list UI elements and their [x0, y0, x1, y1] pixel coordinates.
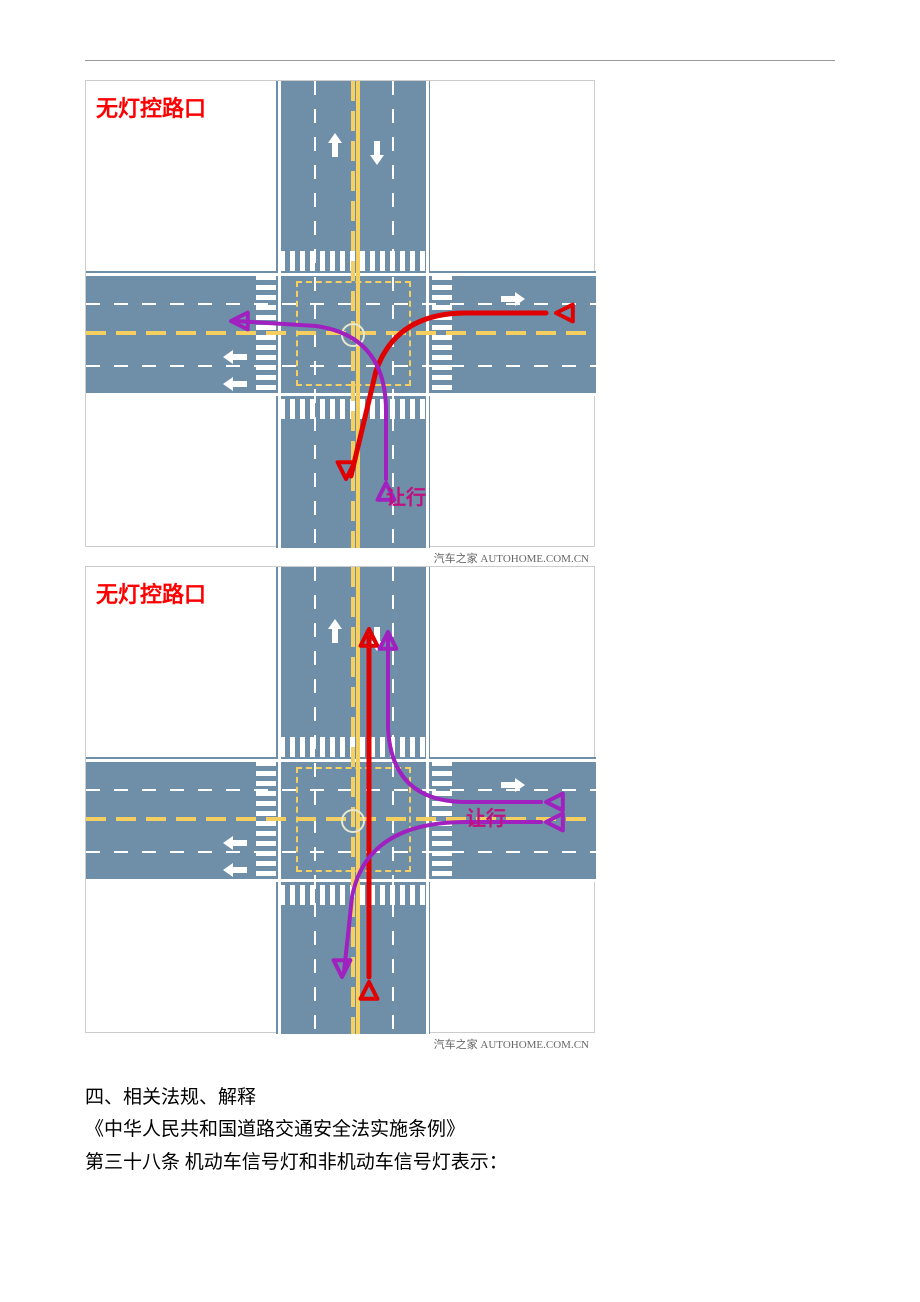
diagram-title: 无灯控路口 [96, 91, 206, 123]
intersection-diagram: 无灯控路口让行汽车之家 AUTOHOME.COM.CN [85, 566, 920, 1052]
text-line-3: 第三十八条 机动车信号灯和非机动车信号灯表示： [85, 1147, 920, 1179]
text-line-2: 《中华人民共和国道路交通安全法实施条例》 [85, 1114, 920, 1146]
body-text: 四、相关法规、解释 《中华人民共和国道路交通安全法实施条例》 第三十八条 机动车… [85, 1082, 920, 1179]
diagram-canvas: 无灯控路口让行 [85, 566, 595, 1033]
yield-label: 让行 [386, 481, 426, 510]
diagram-canvas: 无灯控路口让行 [85, 80, 595, 547]
watermark: 汽车之家 AUTOHOME.COM.CN [85, 547, 595, 566]
text-line-1: 四、相关法规、解释 [85, 1082, 920, 1114]
yield-label: 让行 [466, 802, 506, 831]
watermark: 汽车之家 AUTOHOME.COM.CN [85, 1033, 595, 1052]
intersection-diagram: 无灯控路口让行汽车之家 AUTOHOME.COM.CN [85, 80, 920, 566]
diagram-title: 无灯控路口 [96, 577, 206, 609]
